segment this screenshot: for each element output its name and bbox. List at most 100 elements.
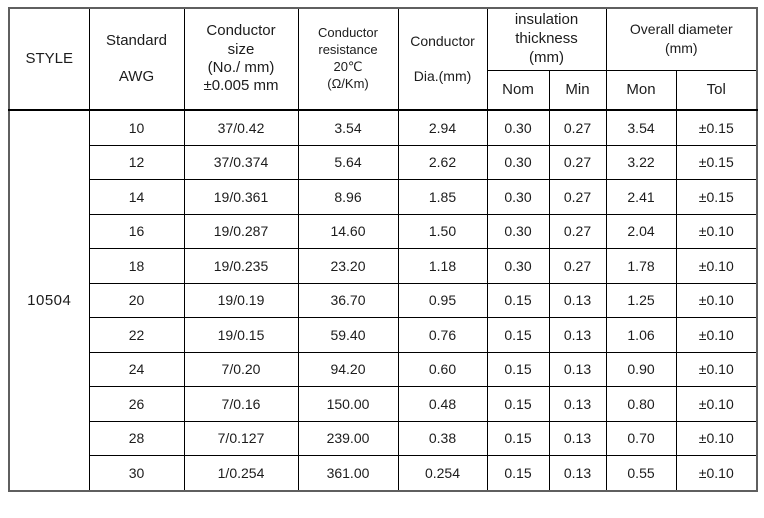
cell-conductor-dia: 0.254 bbox=[397, 455, 488, 491]
table-row: 16 19/0.287 14.60 1.50 0.30 0.27 2.04 ±0… bbox=[9, 213, 758, 249]
table-body: 10504 10 37/0.42 3.54 2.94 0.30 0.27 3.5… bbox=[8, 109, 758, 491]
table-row: 24 7/0.20 94.20 0.60 0.15 0.13 0.90 ±0.1… bbox=[9, 351, 758, 387]
cell-overall-tol: ±0.15 bbox=[675, 144, 758, 180]
cell-conductor-dia: 2.94 bbox=[397, 109, 488, 146]
cell-insulation-nom: 0.15 bbox=[486, 420, 550, 456]
cell-awg: 30 bbox=[88, 455, 185, 491]
cell-resistance: 59.40 bbox=[297, 317, 399, 353]
table-row: 10504 10 37/0.42 3.54 2.94 0.30 0.27 3.5… bbox=[8, 109, 758, 491]
header-conductor-size: Conductor size (No./ mm) ±0.005 mm bbox=[183, 7, 299, 111]
cell-conductor-size: 37/0.42 bbox=[183, 109, 299, 146]
cell-overall-tol: ±0.10 bbox=[675, 455, 758, 491]
cell-conductor-size: 19/0.361 bbox=[183, 179, 299, 215]
cell-overall-mon: 3.22 bbox=[605, 144, 677, 180]
cell-insulation-min: 0.13 bbox=[548, 455, 607, 491]
cell-overall-mon: 0.90 bbox=[605, 351, 677, 387]
cell-conductor-dia: 0.76 bbox=[397, 317, 488, 353]
cell-overall-tol: ±0.10 bbox=[675, 248, 758, 284]
cell-overall-tol: ±0.10 bbox=[675, 386, 758, 422]
cell-conductor-dia: 1.18 bbox=[397, 248, 488, 284]
table-row: 12 37/0.374 5.64 2.62 0.30 0.27 3.22 ±0.… bbox=[9, 144, 758, 180]
header-line: Overall diameter bbox=[629, 21, 733, 38]
cell-awg: 28 bbox=[88, 420, 185, 456]
cell-resistance: 5.64 bbox=[297, 144, 399, 180]
cell-insulation-nom: 0.15 bbox=[486, 282, 550, 318]
cell-conductor-size: 19/0.287 bbox=[183, 213, 299, 249]
cell-awg: 14 bbox=[88, 179, 185, 215]
cell-insulation-nom: 0.15 bbox=[486, 386, 550, 422]
header-conductor-dia: Conductor Dia.(mm) bbox=[397, 7, 488, 111]
header-line: ±0.005 mm bbox=[203, 77, 279, 95]
cell-overall-tol: ±0.10 bbox=[675, 420, 758, 456]
header-line: Dia.(mm) bbox=[413, 68, 472, 84]
cell-overall-mon: 0.55 bbox=[605, 455, 677, 491]
header-line: Standard bbox=[106, 31, 167, 49]
cell-resistance: 361.00 bbox=[297, 455, 399, 491]
cell-insulation-min: 0.27 bbox=[548, 179, 607, 215]
cell-overall-mon: 1.78 bbox=[605, 248, 677, 284]
header-standard-awg: Standard AWG bbox=[88, 7, 185, 111]
cell-overall-mon: 2.04 bbox=[605, 213, 677, 249]
cell-insulation-nom: 0.30 bbox=[486, 179, 550, 215]
header-line: Conductor bbox=[410, 32, 475, 49]
header-line: (No./ mm) bbox=[207, 59, 275, 76]
cell-insulation-min: 0.27 bbox=[548, 109, 607, 146]
table-row: 28 7/0.127 239.00 0.38 0.15 0.13 0.70 ±0… bbox=[9, 420, 758, 456]
header-tol: Tol bbox=[675, 69, 758, 111]
cell-insulation-nom: 0.15 bbox=[486, 455, 550, 491]
cell-conductor-dia: 1.85 bbox=[397, 179, 488, 215]
cell-resistance: 8.96 bbox=[297, 179, 399, 215]
cell-resistance: 150.00 bbox=[297, 386, 399, 422]
cell-conductor-dia: 0.95 bbox=[397, 282, 488, 318]
cell-resistance: 239.00 bbox=[297, 420, 399, 456]
cell-insulation-min: 0.13 bbox=[548, 386, 607, 422]
cell-resistance: 14.60 bbox=[297, 213, 399, 249]
cell-conductor-size: 7/0.16 bbox=[183, 386, 299, 422]
header-line: size bbox=[227, 40, 255, 58]
cell-insulation-min: 0.13 bbox=[548, 351, 607, 387]
header-min: Min bbox=[548, 69, 607, 111]
cell-awg: 22 bbox=[88, 317, 185, 353]
table-row: 26 7/0.16 150.00 0.48 0.15 0.13 0.80 ±0.… bbox=[9, 386, 758, 422]
header-style: STYLE bbox=[8, 7, 90, 111]
cell-awg: 24 bbox=[88, 351, 185, 387]
cell-awg: 12 bbox=[88, 144, 185, 180]
cell-resistance: 36.70 bbox=[297, 282, 399, 318]
cell-overall-tol: ±0.10 bbox=[675, 213, 758, 249]
cell-resistance: 23.20 bbox=[297, 248, 399, 284]
header-insulation-thickness: insulation thickness (mm) bbox=[486, 7, 607, 71]
header-line: insulation bbox=[514, 11, 579, 29]
header-line: Conductor bbox=[318, 25, 378, 41]
cell-insulation-min: 0.27 bbox=[548, 144, 607, 180]
table-row: 18 19/0.235 23.20 1.18 0.30 0.27 1.78 ±0… bbox=[9, 248, 758, 284]
cell-conductor-size: 19/0.19 bbox=[183, 282, 299, 318]
table-row: 22 19/0.15 59.40 0.76 0.15 0.13 1.06 ±0.… bbox=[9, 317, 758, 353]
cell-insulation-min: 0.13 bbox=[548, 282, 607, 318]
cell-insulation-nom: 0.15 bbox=[486, 351, 550, 387]
cell-overall-mon: 1.06 bbox=[605, 317, 677, 353]
table-header: STYLE Standard AWG Conductor size (No./ … bbox=[8, 7, 758, 111]
table-row: 14 19/0.361 8.96 1.85 0.30 0.27 2.41 ±0.… bbox=[9, 179, 758, 215]
cell-insulation-min: 0.27 bbox=[548, 213, 607, 249]
cell-conductor-size: 37/0.374 bbox=[183, 144, 299, 180]
cell-overall-mon: 2.41 bbox=[605, 179, 677, 215]
cell-insulation-min: 0.13 bbox=[548, 420, 607, 456]
cell-overall-tol: ±0.15 bbox=[675, 109, 758, 146]
cell-conductor-dia: 0.48 bbox=[397, 386, 488, 422]
cell-overall-mon: 3.54 bbox=[605, 109, 677, 146]
header-line: thickness bbox=[515, 29, 578, 47]
header-conductor-resistance: Conductor resistance 20℃ (Ω/Km) bbox=[297, 7, 399, 111]
header-line: (mm) bbox=[664, 40, 698, 57]
cell-conductor-dia: 0.38 bbox=[397, 420, 488, 456]
cell-insulation-min: 0.13 bbox=[548, 317, 607, 353]
table-row: 30 1/0.254 361.00 0.254 0.15 0.13 0.55 ±… bbox=[9, 455, 758, 491]
cell-conductor-dia: 1.50 bbox=[397, 213, 488, 249]
header-line: 20℃ bbox=[333, 59, 363, 74]
cell-conductor-size: 7/0.127 bbox=[183, 420, 299, 456]
cell-overall-mon: 0.80 bbox=[605, 386, 677, 422]
wire-spec-table: STYLE Standard AWG Conductor size (No./ … bbox=[8, 7, 759, 492]
header-row-1: STYLE Standard AWG Conductor size (No./ … bbox=[8, 7, 758, 111]
cell-resistance: 3.54 bbox=[297, 109, 399, 146]
cell-overall-tol: ±0.10 bbox=[675, 351, 758, 387]
